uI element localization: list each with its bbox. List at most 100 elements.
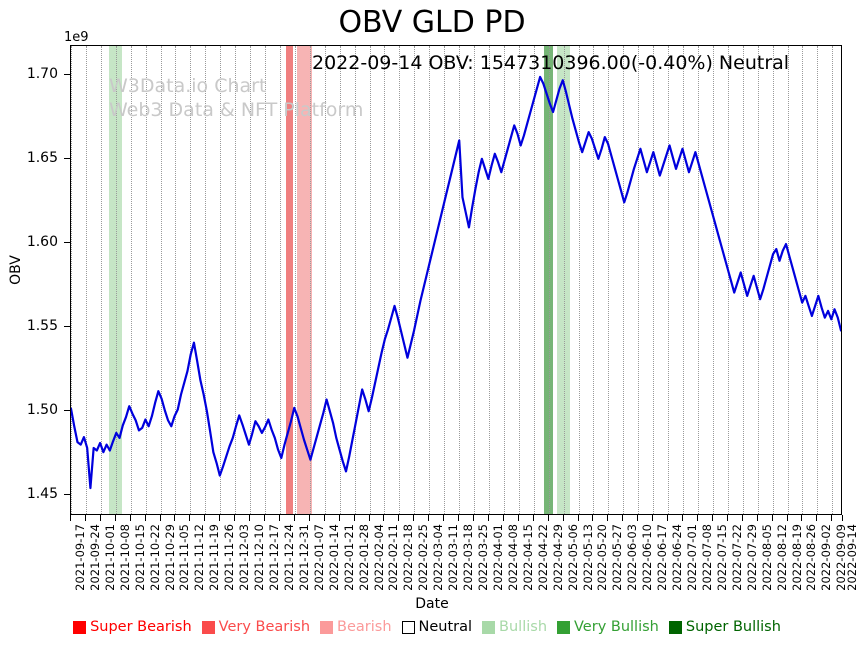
x-tick-label: 2022-01-07 — [311, 524, 326, 591]
x-tick-mark — [667, 515, 669, 521]
x-tick-label: 2021-09-24 — [87, 524, 102, 591]
gridline-vertical — [548, 46, 550, 514]
legend-item-bullish[interactable]: Bullish — [482, 620, 547, 635]
x-tick-mark — [458, 515, 460, 521]
gridline-vertical — [145, 46, 147, 514]
signal-band-bearish — [297, 46, 312, 514]
plot-area: W3Data.io Chart Web3 Data & NFT Platform — [70, 45, 842, 515]
gridline-vertical — [832, 46, 834, 514]
y-tick-mark — [64, 326, 70, 328]
gridline-vertical — [578, 46, 580, 514]
x-tick-mark — [547, 515, 549, 521]
legend-item-very-bearish[interactable]: Very Bearish — [201, 620, 310, 635]
x-tick-mark — [842, 515, 843, 521]
legend-item-very-bullish[interactable]: Very Bullish — [557, 620, 659, 635]
gridline-vertical — [85, 46, 87, 514]
x-tick-label: 2022-07-15 — [714, 524, 729, 591]
x-tick-mark — [711, 515, 713, 521]
x-tick-mark — [308, 515, 310, 521]
x-tick-mark — [413, 515, 415, 521]
x-tick-mark — [562, 515, 564, 521]
x-tick-label: 2021-10-15 — [132, 524, 147, 591]
legend-swatch-icon — [73, 621, 87, 634]
x-tick-mark — [592, 515, 594, 521]
y-tick-label: 1.50 — [26, 402, 58, 419]
gridline-vertical — [593, 46, 595, 514]
x-tick-label: 2022-07-22 — [729, 524, 744, 591]
x-tick-label: 2021-12-24 — [281, 524, 296, 591]
gridline-vertical — [294, 46, 296, 514]
x-tick-mark — [99, 515, 101, 521]
legend-swatch-icon — [557, 621, 571, 634]
x-tick-label: 2022-01-14 — [326, 524, 341, 591]
legend-swatch-icon — [668, 621, 682, 634]
x-tick-label: 2022-05-20 — [595, 524, 610, 591]
gridline-vertical — [309, 46, 311, 514]
x-tick-label: 2022-07-01 — [685, 524, 700, 591]
gridline-vertical — [772, 46, 774, 514]
x-tick-mark — [293, 515, 295, 521]
x-tick-mark — [353, 515, 355, 521]
gridline-vertical — [802, 46, 804, 514]
gridline-vertical — [817, 46, 819, 514]
signal-bands-layer — [71, 46, 841, 514]
x-tick-mark — [159, 515, 161, 521]
signal-band-bullish — [109, 46, 123, 514]
gridline-vertical — [265, 46, 267, 514]
legend-label: Very Bullish — [574, 619, 659, 635]
legend-item-bearish[interactable]: Bearish — [320, 620, 392, 635]
x-tick-label: 2022-06-24 — [670, 524, 685, 591]
gridline-vertical — [757, 46, 759, 514]
x-tick-mark — [741, 515, 743, 521]
x-tick-mark — [278, 515, 280, 521]
legend-label: Super Bullish — [685, 619, 781, 635]
x-tick-mark — [801, 515, 803, 521]
x-tick-mark — [204, 515, 206, 521]
gridline-vertical — [205, 46, 207, 514]
gridline-vertical — [130, 46, 132, 514]
gridline-vertical — [653, 46, 655, 514]
legend-swatch-icon — [482, 621, 496, 634]
gridline-vertical — [533, 46, 535, 514]
gridline-vertical — [563, 46, 565, 514]
gridline-vertical — [160, 46, 162, 514]
gridline-vertical — [518, 46, 520, 514]
x-tick-mark — [174, 515, 176, 521]
x-tick-label: 2021-11-26 — [222, 524, 237, 591]
x-tick-label: 2022-04-29 — [550, 524, 565, 591]
gridline-vertical — [668, 46, 670, 514]
x-tick-mark — [487, 515, 489, 521]
x-tick-mark — [517, 515, 519, 521]
x-tick-label: 2022-06-10 — [640, 524, 655, 591]
legend-item-neutral[interactable]: Neutral — [401, 620, 472, 635]
gridline-vertical — [250, 46, 252, 514]
legend-item-super-bearish[interactable]: Super Bearish — [73, 620, 192, 635]
gridline-vertical — [384, 46, 386, 514]
x-tick-label: 2022-09-14 — [845, 524, 859, 591]
x-tick-mark — [219, 515, 221, 521]
grid-layer — [71, 46, 841, 514]
x-tick-label: 2021-12-17 — [267, 524, 282, 591]
x-tick-label: 2021-09-17 — [73, 524, 87, 591]
x-tick-label: 2022-08-26 — [804, 524, 819, 591]
legend-swatch-icon — [401, 621, 415, 634]
y-axis-offset-text: 1e9 — [64, 30, 89, 45]
y-tick-label: 1.45 — [26, 486, 58, 503]
gridline-vertical — [339, 46, 341, 514]
legend-label: Bullish — [499, 619, 548, 635]
legend-item-super-bullish[interactable]: Super Bullish — [668, 619, 781, 635]
y-tick-mark — [64, 494, 70, 496]
signal-band-bullish — [557, 46, 570, 514]
x-tick-mark — [428, 515, 430, 521]
obv-line-svg — [71, 46, 841, 514]
x-tick-mark — [264, 515, 266, 521]
gridline-vertical — [459, 46, 461, 514]
x-tick-mark — [652, 515, 654, 521]
x-tick-label: 2022-01-21 — [341, 524, 356, 591]
x-tick-mark — [682, 515, 684, 521]
x-tick-mark — [129, 515, 131, 521]
x-tick-mark — [234, 515, 236, 521]
x-tick-mark — [114, 515, 116, 521]
x-tick-mark — [189, 515, 191, 521]
gridline-vertical — [354, 46, 356, 514]
